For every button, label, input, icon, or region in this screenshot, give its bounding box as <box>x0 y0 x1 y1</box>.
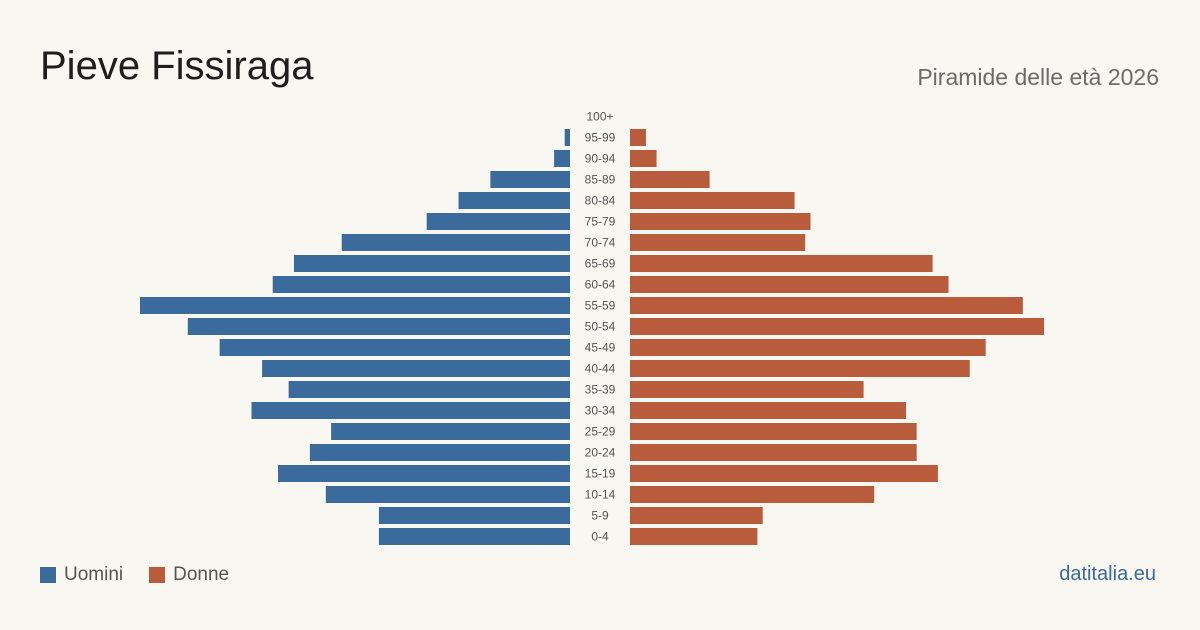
age-label-75-79: 75-79 <box>585 215 616 229</box>
legend-swatch-men <box>40 567 56 583</box>
page-title: Pieve Fissiraga <box>40 44 314 88</box>
bar-women-25-29 <box>630 423 917 440</box>
bar-men-75-79 <box>426 213 570 230</box>
bar-women-85-89 <box>630 171 710 188</box>
age-label-5-9: 5-9 <box>591 509 609 523</box>
bar-women-90-94 <box>630 150 657 167</box>
bar-women-0-4 <box>630 528 758 545</box>
age-label-15-19: 15-19 <box>585 467 616 481</box>
age-label-50-54: 50-54 <box>585 320 616 334</box>
bar-women-45-49 <box>630 339 986 356</box>
age-label-80-84: 80-84 <box>585 194 616 208</box>
age-label-70-74: 70-74 <box>585 236 616 250</box>
bar-men-10-14 <box>325 486 570 503</box>
age-label-95-99: 95-99 <box>585 131 616 145</box>
age-label-55-59: 55-59 <box>585 299 616 313</box>
bar-men-65-69 <box>293 255 570 272</box>
age-label-35-39: 35-39 <box>585 383 616 397</box>
bar-women-15-19 <box>630 465 938 482</box>
bar-women-80-84 <box>630 192 795 209</box>
age-label-0-4: 0-4 <box>591 530 609 544</box>
age-label-60-64: 60-64 <box>585 278 616 292</box>
bar-men-50-54 <box>187 318 570 335</box>
bar-women-30-34 <box>630 402 907 419</box>
bar-men-85-89 <box>490 171 570 188</box>
bar-men-90-94 <box>554 150 570 167</box>
age-label-45-49: 45-49 <box>585 341 616 355</box>
bar-men-40-44 <box>262 360 570 377</box>
age-label-30-34: 30-34 <box>585 404 616 418</box>
bar-women-50-54 <box>630 318 1045 335</box>
bar-men-80-84 <box>458 192 570 209</box>
age-label-85-89: 85-89 <box>585 173 616 187</box>
bar-women-35-39 <box>630 381 864 398</box>
legend-item-women: Donne <box>149 564 229 586</box>
bar-women-10-14 <box>630 486 875 503</box>
bar-men-25-29 <box>331 423 570 440</box>
bar-women-60-64 <box>630 276 949 293</box>
bar-women-75-79 <box>630 213 811 230</box>
bar-men-70-74 <box>341 234 570 251</box>
bar-women-55-59 <box>630 297 1023 314</box>
bar-men-95-99 <box>564 129 570 146</box>
legend-label-women: Donne <box>173 564 230 585</box>
legend-swatch-women <box>149 567 166 583</box>
bar-men-5-9 <box>378 507 570 524</box>
bar-women-95-99 <box>630 129 646 146</box>
bar-men-0-4 <box>378 528 570 545</box>
chart-legend: Uomini Donne <box>40 564 255 586</box>
age-label-10-14: 10-14 <box>585 488 616 502</box>
bar-men-45-49 <box>219 339 570 356</box>
bar-women-5-9 <box>630 507 763 524</box>
chart-subtitle: Piramide delle età 2026 <box>917 64 1159 90</box>
legend-item-men: Uomini <box>40 564 123 586</box>
bar-women-20-24 <box>630 444 917 461</box>
bar-men-15-19 <box>278 465 570 482</box>
bar-men-20-24 <box>309 444 570 461</box>
age-label-20-24: 20-24 <box>585 446 616 460</box>
age-label-90-94: 90-94 <box>585 152 616 166</box>
age-label-100plus: 100+ <box>586 110 613 124</box>
bar-women-70-74 <box>630 234 806 251</box>
age-label-25-29: 25-29 <box>585 425 616 439</box>
bar-women-40-44 <box>630 360 970 377</box>
bar-men-60-64 <box>272 276 570 293</box>
age-label-65-69: 65-69 <box>585 257 616 271</box>
bar-women-65-69 <box>630 255 933 272</box>
bar-men-55-59 <box>140 297 570 314</box>
bar-men-30-34 <box>251 402 570 419</box>
brand-link[interactable]: datitalia.eu <box>1059 563 1156 585</box>
legend-label-men: Uomini <box>64 564 124 585</box>
age-label-40-44: 40-44 <box>585 362 616 376</box>
bar-men-35-39 <box>288 381 570 398</box>
